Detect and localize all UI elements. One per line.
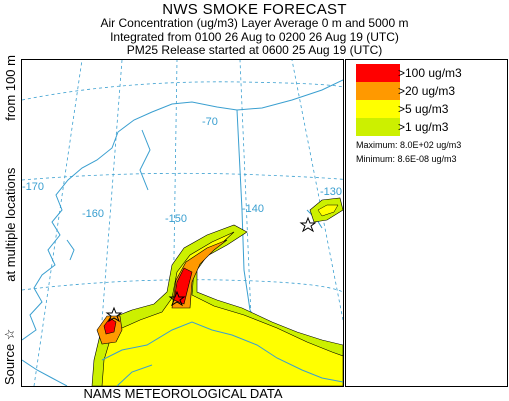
legend-swatch-red (356, 64, 400, 82)
forecast-title: NWS SMOKE FORECAST (162, 1, 347, 18)
source-label: Source ☆ (2, 328, 17, 385)
lon-label-150: -150 (165, 213, 187, 225)
legend-maximum: Maximum: 8.0E+02 ug/m3 (356, 140, 462, 150)
map-panel: -170 -160 -150 -140 -130 -70 (21, 59, 344, 387)
integration-period: Integrated from 0100 26 Aug to 0200 26 A… (110, 30, 399, 44)
height-label: from 100 m (2, 55, 18, 121)
legend-label-level1: >1 ug/m3 (398, 120, 449, 134)
lon-label-170: -170 (22, 181, 44, 193)
plume-level4-west (103, 317, 117, 335)
inner-coastline (101, 321, 343, 386)
lat-label-70: -70 (202, 116, 218, 128)
lon-label-140: -140 (242, 203, 264, 215)
legend-swatch-green (356, 118, 400, 136)
map-canvas: -170 -160 -150 -140 -130 -70 (22, 60, 343, 386)
legend-minimum: Minimum: 8.6E-08 ug/m3 (356, 154, 457, 164)
plume-east-patch-inner (317, 204, 339, 217)
locations-label: at multiple locations (2, 167, 18, 282)
legend-row-level3: >20 ug/m3 (356, 82, 496, 100)
smoke-plume (91, 197, 343, 386)
legend-label-level3: >20 ug/m3 (398, 84, 456, 98)
source-star-icon (105, 306, 123, 323)
longitude-labels: -170 -160 -150 -140 -130 -70 (22, 116, 342, 225)
legend-label-level2: >5 ug/m3 (398, 102, 449, 116)
legend-label-level4: >100 ug/m3 (398, 66, 462, 80)
source-markers (105, 216, 317, 323)
legend-swatch-yellow (356, 100, 400, 118)
source-star-icon (168, 290, 186, 307)
legend-panel: >100 ug/m3 >20 ug/m3 >5 ug/m3 >1 ug/m3 M… (345, 59, 508, 387)
lon-label-130: -130 (320, 186, 342, 198)
source-star-icon (299, 216, 317, 233)
legend-row-level2: >5 ug/m3 (356, 100, 496, 118)
legend-row-level4: >100 ug/m3 (356, 64, 496, 82)
legend-swatch-orange (356, 82, 400, 100)
meteorological-data-label: NAMS METEOROLOGICAL DATA (83, 386, 283, 401)
release-start: PM25 Release started at 0600 25 Aug 19 (… (126, 43, 383, 57)
legend-row-level1: >1 ug/m3 (356, 118, 496, 136)
concentration-subtitle: Air Concentration (ug/m3) Layer Average … (100, 16, 409, 30)
source-side-label: Source ☆ at multiple locations from 100 … (2, 55, 18, 385)
lon-label-160: -160 (82, 208, 104, 220)
